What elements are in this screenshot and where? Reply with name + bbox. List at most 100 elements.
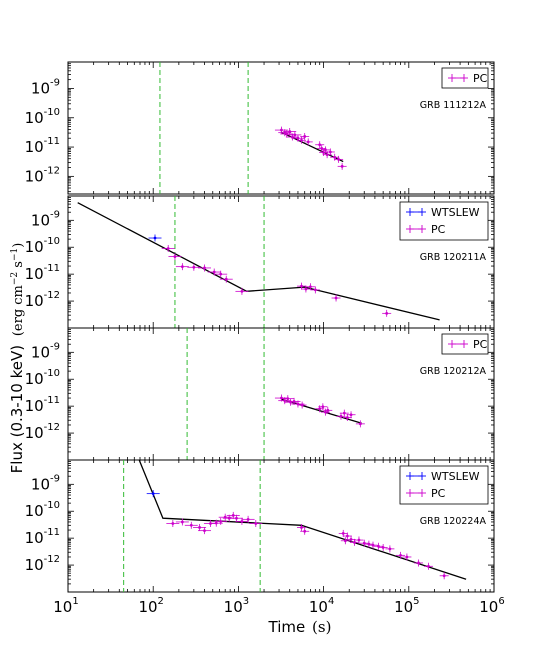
panel-frame [67,459,495,593]
y-tick-label: 10-11 [25,136,60,156]
legend-label: PC [473,338,488,351]
legend: WTSLEW PC [399,201,489,241]
data-point-pc [230,514,244,522]
data-point-pc [288,131,302,139]
x-tick-label: 104 [309,596,334,616]
data-point-pc [373,542,383,550]
data-point-pc [317,144,327,152]
x-tick-label: 101 [53,596,78,616]
data-point-wtslew [148,234,162,242]
data-point-pc [320,408,330,416]
grb-label: GRB 111212A [420,100,487,111]
data-point-pc [331,294,341,302]
legend-label: WTSLEW [431,470,480,483]
y-tick-label: 10-9 [31,77,60,97]
data-point-pc [315,141,325,149]
grb-label: GRB 120211A [420,252,487,263]
data-point-pc [214,517,228,525]
y-tick-label: 10-12 [25,554,60,574]
data-point-pc [305,283,315,291]
data-point-pc [241,515,255,523]
data-point-pc [226,511,240,519]
legend: PC [441,67,489,89]
data-point-pc [219,275,233,283]
data-point-pc [166,520,180,528]
y-tick-label: 10-10 [25,368,60,388]
data-point-pc [296,136,306,144]
legend: PC [441,333,489,355]
data-point-pc [214,270,228,278]
data-point-pc [296,282,306,290]
x-tick-label: 103 [224,596,249,616]
data-point-pc [368,541,378,549]
data-point-pc [249,520,263,528]
panel-1: 10-9 10-10 10-11 10-12 PC GRB 111212A [25,61,495,195]
y-tick-label: 10-10 [25,500,60,520]
data-point-pc [334,155,344,163]
data-point-pc [168,253,182,261]
data-point-pc [337,162,347,170]
data-point-pc [310,286,320,294]
panel-3: 10-9 10-10 10-11 10-12 PC GRB 120212A [25,327,495,461]
legend-label: PC [431,223,446,236]
y-tick-label: 10-9 [31,341,60,361]
y-tick-label: 10-12 [25,290,60,310]
x-axis: 101 102 103 104 105 106 [53,596,504,616]
legend-box [399,201,489,241]
data-point-pc [349,538,359,546]
data-point-pc [355,420,365,428]
data-point-pc [340,537,350,545]
legend: WTSLEW PC [399,465,489,505]
panel-frame [67,327,495,461]
data-point-pc [283,127,297,135]
y-tick-label: 10-11 [25,263,60,283]
y-tick-label: 10-11 [25,527,60,547]
data-point-pc [423,562,433,570]
data-point-pc [402,553,412,561]
y-tick-label: 10-12 [25,422,60,442]
x-tick-label: 105 [394,596,419,616]
y-tick-label: 10-10 [25,107,60,127]
data-point-pc [414,559,424,567]
data-point-pc [339,409,349,417]
x-axis-label: Time (s) [268,618,332,636]
data-point-pc [297,401,307,409]
data-point-wtslew [146,490,160,498]
data-point-pc [323,406,333,414]
x-tick-label: 102 [138,596,163,616]
data-point-pc [325,148,335,156]
data-point-pc [197,264,211,272]
y-tick-label: 10-12 [25,165,60,185]
grb-label: GRB 120224A [420,516,487,527]
y-tick-label: 10-10 [25,236,60,256]
data-point-pc [303,138,313,146]
data-point-pc [207,268,221,276]
panel-frame [67,61,495,195]
panel-2: 10-9 10-10 10-11 10-12 WTSLEW PC GRB 120211A [25,195,495,329]
fit-line [138,460,467,580]
x-tick-label: 106 [479,596,504,616]
data-point-pc [281,395,295,403]
data-point-pc [300,132,310,140]
y-tick-label: 10-9 [31,209,60,229]
grb-label: GRB 120212A [420,366,487,377]
data-point-pc [396,551,406,559]
y-axis-unit: (erg cm−2 s−1) [10,243,26,337]
legend-label: WTSLEW [431,206,480,219]
data-point-pc [296,523,306,531]
panels-group: 10-9 10-10 10-11 10-12 PC GRB 111212A 10-9 10-1… [25,61,495,593]
data-point-pc [197,527,211,535]
data-point-pc [175,518,189,526]
data-point-pc [364,540,374,548]
data-point-pc [193,523,207,531]
data-point-pc [385,545,395,553]
y-tick-label: 10-11 [25,395,60,415]
panel-4: 10-9 10-10 10-11 10-12 WTSLEW PC GRB 120224A [25,459,495,593]
data-point-pc [318,403,328,411]
data-point-pc [175,263,189,271]
data-point-pc [184,521,198,529]
legend-label: PC [473,72,488,85]
legend-label: PC [431,487,446,500]
data-point-pc [359,539,369,547]
